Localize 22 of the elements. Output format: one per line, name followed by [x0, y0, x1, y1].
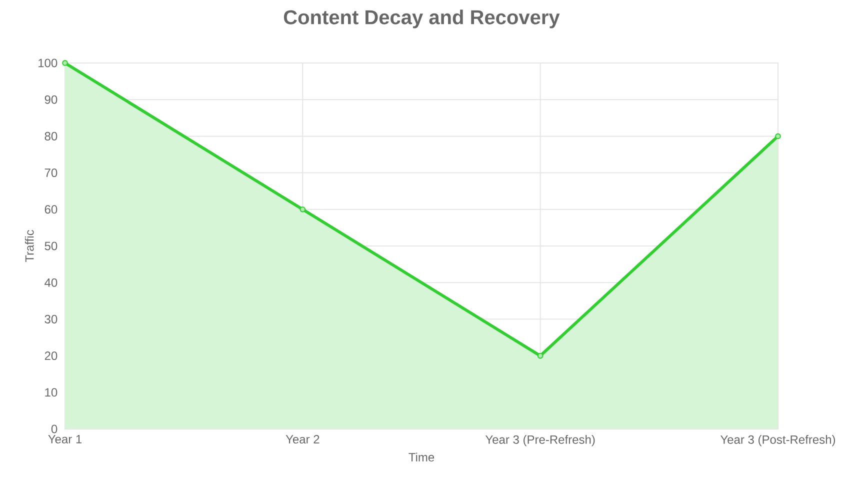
y-tick-label: 90	[44, 95, 58, 104]
y-tick-label: 100	[38, 58, 58, 68]
x-tick-label: Year 3 (Pre-Refresh)	[485, 435, 595, 446]
y-tick-label: 10	[45, 388, 58, 397]
point	[300, 206, 306, 212]
y-tick-label: 20	[44, 352, 58, 360]
y-axis-title: Traffic	[24, 230, 34, 262]
y-tick-label: 0	[51, 424, 58, 434]
x-tick-label: Year 1	[48, 435, 82, 444]
point	[775, 133, 781, 140]
y-tick-label: 70	[44, 168, 58, 178]
y-tick-label: 80	[44, 132, 58, 140]
x-axis-title: Time	[408, 452, 434, 462]
point	[537, 352, 544, 359]
y-tick-label: 40	[44, 278, 58, 287]
x-tick-label: Year 2	[286, 435, 320, 444]
chart-title: Content Decay and Recovery	[284, 10, 560, 28]
y-tick-label: 50	[44, 242, 58, 250]
x-tick-label: Year 3 (Post-Refresh)	[720, 435, 836, 446]
y-tick-label: 30	[44, 314, 58, 324]
point	[62, 60, 68, 66]
y-tick-label: 60	[44, 205, 58, 214]
